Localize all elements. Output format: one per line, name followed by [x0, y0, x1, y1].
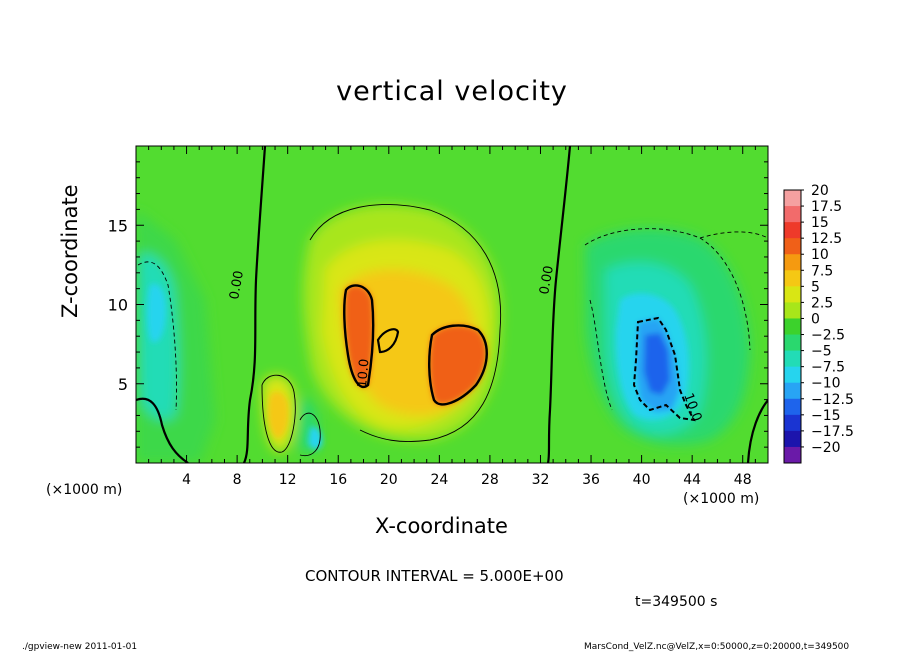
colorbar-swatch: [784, 222, 801, 239]
y-axis-label: Z-coordinate: [58, 184, 82, 318]
colorbar-label: −17.5: [811, 424, 854, 440]
colorbar-swatch: [784, 254, 801, 271]
colorbar-label: 12.5: [811, 231, 842, 247]
plot-area: [136, 146, 768, 463]
x-tick-label: 32: [532, 472, 550, 488]
field-core: [147, 283, 689, 450]
contour-label-group: 0.00 0.00 10.0 10.0: [227, 265, 704, 424]
x-tick-label: 28: [481, 472, 499, 488]
x-tick-label: 44: [683, 472, 701, 488]
colorbar-labels: 2017.51512.5107.552.50−2.5−5−7.5−10−12.5…: [811, 183, 854, 456]
contour-label-zero-right: 0.00: [537, 265, 557, 296]
x-tick-label: 48: [734, 472, 752, 488]
colorbar-swatch: [784, 350, 801, 368]
colorbar-label: 7.5: [811, 263, 833, 279]
colorbar-swatch: [784, 302, 801, 319]
contour-label-zero-left: 0.00: [227, 270, 247, 301]
colorbar-label: 5: [811, 279, 820, 295]
colorbar-label: −20: [811, 440, 841, 456]
colorbar-label: 10: [811, 247, 829, 263]
y-tick-label: 10: [108, 296, 128, 315]
x-tick-label: 24: [430, 472, 448, 488]
colorbar-label: 20: [811, 183, 829, 199]
colorbar-swatch: [784, 334, 801, 352]
contour-label-ten-left: 10.0: [355, 358, 372, 388]
colorbar-swatch: [784, 206, 801, 223]
contour-interval-note: CONTOUR INTERVAL = 5.000E+00: [305, 567, 564, 585]
y-tick-label: 15: [108, 216, 128, 235]
x-tick-label: 40: [633, 472, 651, 488]
chart-title: vertical velocity: [336, 76, 568, 107]
colorbar-swatch: [784, 238, 801, 255]
colorbar-label: −12.5: [811, 392, 854, 408]
x-unit-left: (×1000 m): [46, 482, 123, 498]
footer-right: MarsCond_VelZ.nc@VelZ,x=0:50000,z=0:2000…: [584, 642, 850, 652]
colorbar-label: −2.5: [811, 328, 845, 344]
colorbar-swatch: [784, 286, 801, 303]
colorbar-swatch: [784, 414, 801, 432]
colorbar-swatch: [784, 446, 801, 464]
colorbar-frame: [783, 189, 802, 464]
colorbar-label: 17.5: [811, 199, 842, 215]
x-tick-label: 12: [279, 472, 297, 488]
y-tick-label: 5: [118, 375, 128, 394]
x-tick-labels: 4 8 12 16 20 24 28 32 36 40 44 48: [182, 472, 752, 488]
footer-left: ./gpview-new 2011-01-01: [22, 642, 138, 652]
y-tick-marks: [136, 161, 768, 448]
colorbar-swatch: [784, 366, 801, 384]
colorbar-swatch: [784, 398, 801, 416]
colorbar-swatch: [784, 382, 801, 400]
colorbar-swatch: [784, 190, 801, 207]
colorbar-label: −7.5: [811, 360, 845, 376]
colorbar-label: 2.5: [811, 295, 833, 311]
colorbar-label: −15: [811, 408, 841, 424]
x-tick-label: 20: [380, 472, 398, 488]
contour-lines: [136, 146, 768, 463]
colorbar-label: 15: [811, 215, 829, 231]
x-axis-label: X-coordinate: [375, 514, 508, 538]
x-tick-label: 4: [182, 472, 191, 488]
colorbar-label: −10: [811, 376, 841, 392]
time-label: t=349500 s: [635, 594, 718, 610]
colorbar-label: 0: [811, 311, 820, 327]
y-tick-labels: 5 10 15: [108, 216, 128, 394]
x-unit-right: (×1000 m): [683, 491, 760, 507]
colorbar: [783, 189, 804, 464]
x-tick-marks: [148, 146, 756, 463]
colorbar-swatch: [784, 430, 801, 448]
colorbar-swatch: [784, 270, 801, 287]
x-tick-label: 8: [233, 472, 242, 488]
colorbar-swatch: [784, 318, 801, 336]
x-tick-label: 16: [329, 472, 347, 488]
colorbar-label: −5: [811, 344, 832, 360]
x-tick-label: 36: [582, 472, 600, 488]
